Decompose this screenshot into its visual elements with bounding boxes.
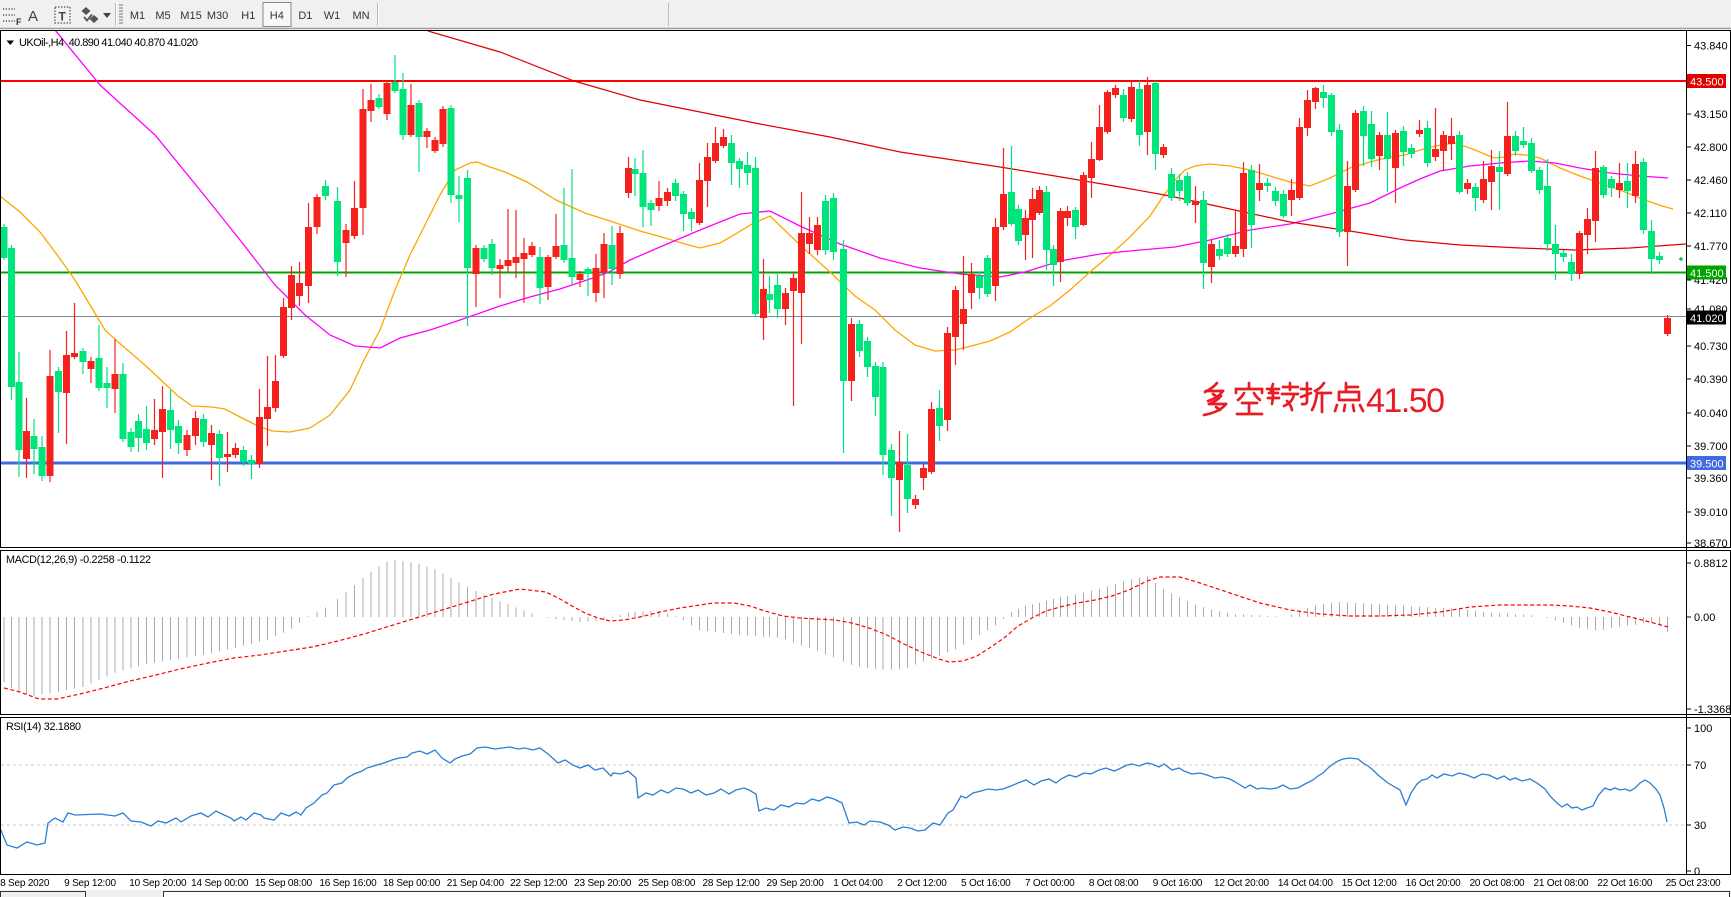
- svg-text:41.020: 41.020: [1690, 313, 1724, 325]
- svg-text:M5: M5: [155, 10, 170, 22]
- svg-text:T: T: [59, 10, 67, 24]
- svg-text:39.360: 39.360: [1694, 473, 1728, 485]
- svg-text:16 Oct 20:00: 16 Oct 20:00: [1406, 878, 1461, 889]
- svg-text:15 Sep 08:00: 15 Sep 08:00: [255, 878, 313, 889]
- svg-text:9 Sep 12:00: 9 Sep 12:00: [64, 878, 116, 889]
- svg-text:W1: W1: [324, 10, 341, 22]
- svg-text:39.500: 39.500: [1690, 459, 1724, 471]
- svg-text:39.700: 39.700: [1694, 441, 1728, 453]
- svg-text:25 Sep 08:00: 25 Sep 08:00: [638, 878, 696, 889]
- svg-text:M30: M30: [207, 10, 228, 22]
- svg-text:22 Oct 16:00: 22 Oct 16:00: [1597, 878, 1652, 889]
- svg-text:MN: MN: [352, 10, 369, 22]
- svg-text:15 Oct 12:00: 15 Oct 12:00: [1342, 878, 1397, 889]
- svg-text:2 Oct 12:00: 2 Oct 12:00: [897, 878, 947, 889]
- svg-text:0: 0: [1694, 866, 1700, 878]
- svg-text:5 Oct 16:00: 5 Oct 16:00: [961, 878, 1011, 889]
- svg-text:-1.3368: -1.3368: [1694, 704, 1731, 716]
- svg-text:25 Oct 23:00: 25 Oct 23:00: [1666, 878, 1721, 889]
- svg-text:10 Sep 20:00: 10 Sep 20:00: [129, 878, 187, 889]
- svg-text:8 Sep 2020: 8 Sep 2020: [0, 878, 50, 889]
- svg-text:7 Oct 00:00: 7 Oct 00:00: [1025, 878, 1075, 889]
- svg-text:M1: M1: [130, 10, 145, 22]
- svg-text:H1: H1: [241, 10, 255, 22]
- svg-text:F: F: [16, 17, 22, 27]
- svg-text:28 Sep 12:00: 28 Sep 12:00: [703, 878, 761, 889]
- svg-text:30: 30: [1694, 820, 1706, 832]
- svg-text:14 Oct 04:00: 14 Oct 04:00: [1278, 878, 1333, 889]
- svg-text:1 Oct 04:00: 1 Oct 04:00: [833, 878, 883, 889]
- svg-text:8 Oct 08:00: 8 Oct 08:00: [1089, 878, 1139, 889]
- svg-text:12 Oct 20:00: 12 Oct 20:00: [1214, 878, 1269, 889]
- svg-text:29 Sep 20:00: 29 Sep 20:00: [767, 878, 825, 889]
- svg-text:14 Sep 00:00: 14 Sep 00:00: [191, 878, 249, 889]
- svg-text:D1: D1: [298, 10, 312, 22]
- svg-text:H4: H4: [270, 10, 284, 22]
- svg-text:18 Sep 00:00: 18 Sep 00:00: [383, 878, 441, 889]
- svg-text:MACD(12,26,9) -0.2258 -0.1122: MACD(12,26,9) -0.2258 -0.1122: [6, 554, 151, 566]
- svg-text:100: 100: [1694, 723, 1712, 735]
- svg-text:40.390: 40.390: [1694, 374, 1728, 386]
- svg-text:41.500: 41.500: [1690, 268, 1724, 280]
- svg-text:0.00: 0.00: [1694, 612, 1715, 624]
- svg-text:20 Oct 08:00: 20 Oct 08:00: [1470, 878, 1525, 889]
- svg-text:41.50: 41.50: [1366, 382, 1444, 420]
- svg-text:70: 70: [1694, 760, 1706, 772]
- svg-text:UKOil-,H4 40.890 41.040 40.87: UKOil-,H4 40.890 41.040 40.870 41.020: [19, 37, 198, 49]
- svg-text:39.010: 39.010: [1694, 507, 1728, 519]
- svg-text:M15: M15: [180, 10, 201, 22]
- svg-text:43.500: 43.500: [1690, 77, 1724, 89]
- svg-text:16 Sep 16:00: 16 Sep 16:00: [319, 878, 377, 889]
- svg-text:21 Oct 08:00: 21 Oct 08:00: [1533, 878, 1588, 889]
- svg-text:43.840: 43.840: [1694, 41, 1728, 53]
- svg-text:23 Sep 20:00: 23 Sep 20:00: [574, 878, 632, 889]
- svg-text:42.460: 42.460: [1694, 175, 1728, 187]
- svg-text:40.730: 40.730: [1694, 341, 1728, 353]
- svg-text:42.110: 42.110: [1694, 208, 1727, 220]
- svg-text:38.670: 38.670: [1694, 538, 1728, 550]
- svg-text:42.800: 42.800: [1694, 142, 1728, 154]
- svg-text:21 Sep 04:00: 21 Sep 04:00: [447, 878, 505, 889]
- svg-text:40.040: 40.040: [1694, 408, 1728, 420]
- svg-text:41.770: 41.770: [1694, 241, 1728, 253]
- svg-text:RSI(14) 32.1880: RSI(14) 32.1880: [6, 721, 81, 733]
- svg-text:22 Sep 12:00: 22 Sep 12:00: [510, 878, 568, 889]
- svg-text:A: A: [28, 8, 38, 25]
- svg-text:43.150: 43.150: [1694, 109, 1728, 121]
- svg-text:9 Oct 16:00: 9 Oct 16:00: [1153, 878, 1203, 889]
- svg-text:0.8812: 0.8812: [1694, 558, 1728, 570]
